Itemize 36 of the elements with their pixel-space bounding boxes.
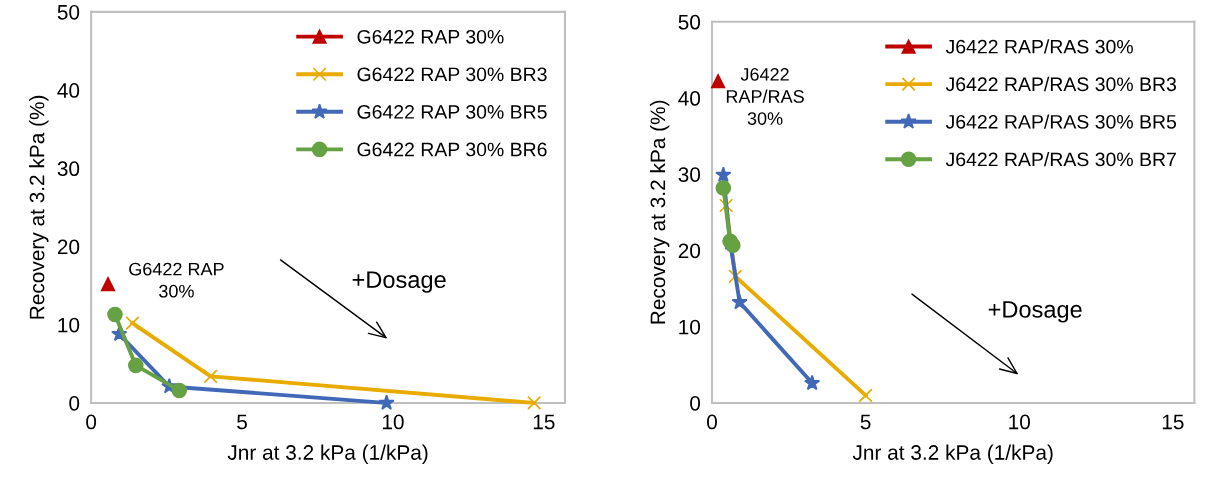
y-tick-label: 40 (678, 91, 701, 106)
legend-label: J6422 RAP/RAS 30% BR5 (945, 114, 1177, 129)
x-axis-title: Jnr at 3.2 kPa (1/kPa) (227, 444, 428, 464)
x-tick-label: 10 (382, 414, 404, 430)
y-axis-title: Recovery at 3.2 kPa (%) (29, 95, 49, 319)
x-tick-label: 0 (707, 414, 717, 430)
annotation: J6422 RAP/RAS 30% (726, 68, 804, 125)
x-tick-label: 5 (237, 414, 247, 430)
legend-label: G6422 RAP 30% (357, 29, 504, 44)
x-tick-label: 5 (860, 414, 871, 430)
legend-label: G6422 RAP 30% BR3 (357, 67, 547, 82)
y-tick-label: 20 (678, 243, 701, 259)
x-tick-label: 15 (1162, 414, 1184, 430)
y-tick-label: 10 (58, 317, 80, 333)
y-tick-label: 30 (57, 161, 80, 177)
legend-label: J6422 RAP/RAS 30% BR7 (945, 151, 1176, 167)
annotation: G6422 RAP 30% (129, 262, 224, 298)
legend-label: G6422 RAP 30% BR5 (357, 105, 547, 119)
y-tick-label: 50 (678, 14, 701, 30)
x-tick-label: 0 (86, 414, 97, 430)
y-tick-label: 40 (57, 83, 80, 98)
legend-label: J6422 RAP/RAS 30% (945, 39, 1133, 54)
y-tick-label: 0 (690, 395, 701, 411)
annotation: +Dosage (988, 301, 1082, 323)
x-axis-title: Jnr at 3.2 kPa (1/kPa) (852, 444, 1053, 464)
legend-label: J6422 RAP/RAS 30% BR3 (945, 76, 1176, 92)
y-tick-label: 20 (57, 239, 80, 255)
y-tick-label: 0 (69, 395, 80, 411)
legend-label: G6422 RAP 30% BR6 (357, 142, 547, 157)
y-axis-title: Recovery at 3.2 kPa (%) (649, 100, 670, 324)
y-tick-label: 50 (57, 4, 80, 20)
y-tick-label: 30 (678, 167, 701, 182)
x-tick-label: 10 (1009, 414, 1030, 430)
annotation: +Dosage (352, 271, 446, 293)
y-tick-label: 10 (679, 319, 701, 335)
x-tick-label: 15 (533, 414, 555, 430)
